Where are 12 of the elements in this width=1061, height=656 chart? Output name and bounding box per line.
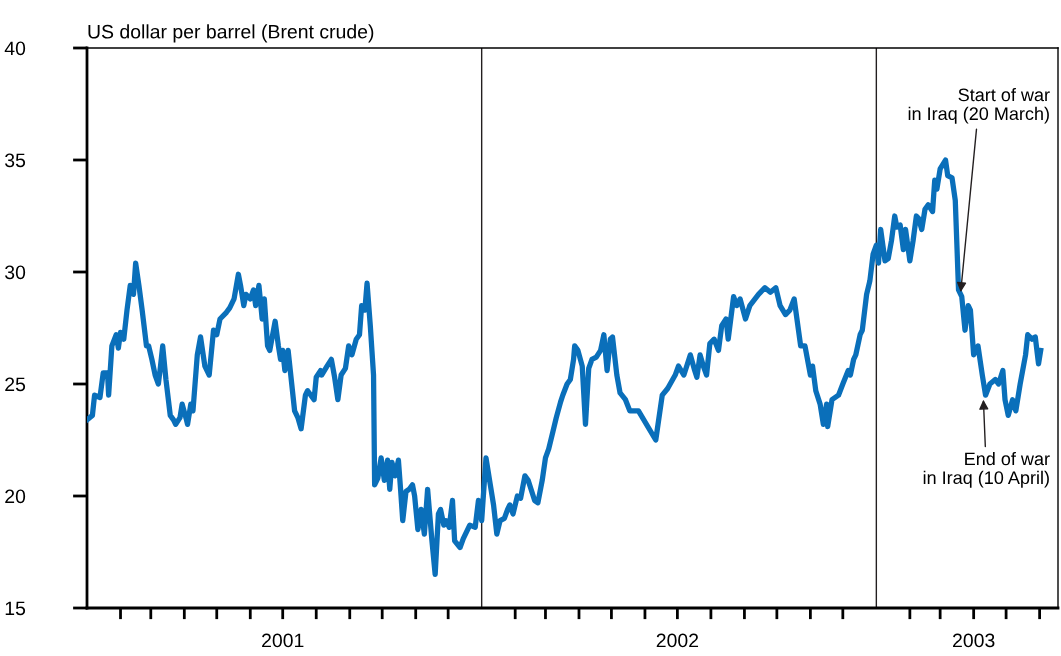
y-axis-title: US dollar per barrel (Brent crude) <box>88 24 374 43</box>
x-tick-label: 2003 <box>953 633 995 648</box>
y-tick-label: 40 <box>4 41 26 56</box>
annotation: End of war in Iraq (10 April) <box>923 452 1050 488</box>
y-tick-label: 30 <box>5 265 26 280</box>
y-tick-label: 20 <box>5 489 26 504</box>
y-tick-label: 35 <box>5 153 26 168</box>
annotation: Start of war in Iraq (20 March) <box>908 88 1050 124</box>
y-tick-label: 15 <box>5 601 26 616</box>
x-tick-label: 2001 <box>262 633 304 648</box>
x-tick-label: 2002 <box>656 633 699 648</box>
y-tick-label: 25 <box>5 377 26 392</box>
